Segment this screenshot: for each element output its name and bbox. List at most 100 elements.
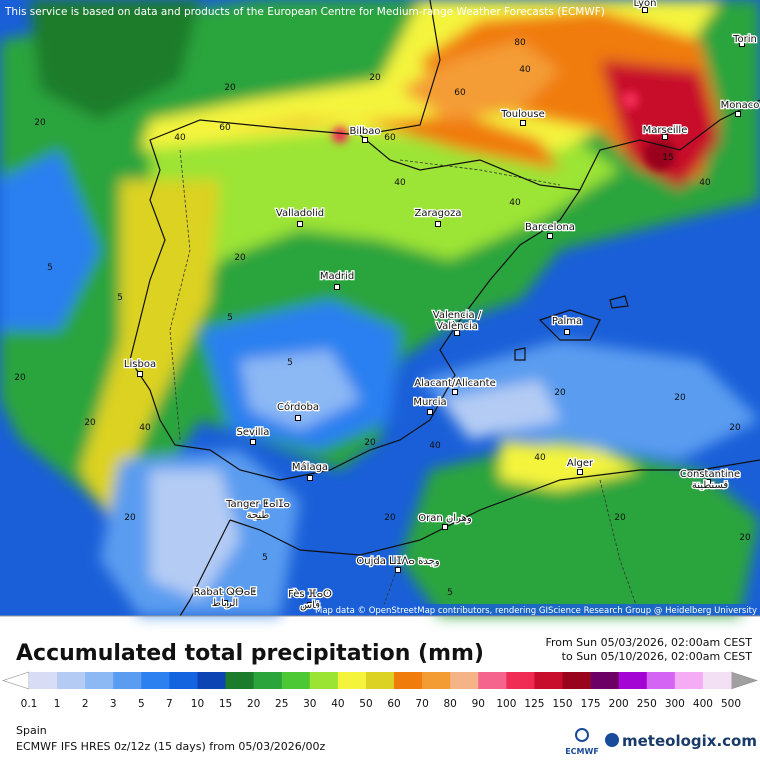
contour-label: 20 [14, 373, 26, 383]
legend-label: 10 [191, 698, 204, 710]
contour-label: 40 [139, 423, 151, 433]
ecmwf-logo-text: ECMWF [565, 747, 599, 756]
ibiza [514, 347, 526, 361]
attribution-background [336, 604, 760, 616]
city-marker [395, 567, 401, 573]
coastlines [129, 0, 760, 617]
legend-label: 90 [472, 698, 485, 710]
legend-label: 250 [637, 698, 657, 710]
legend-swatch [309, 672, 339, 689]
contour-label: 20 [34, 118, 46, 128]
legend-swatch [29, 672, 58, 689]
city-marker [577, 469, 583, 475]
city-marker [297, 221, 303, 227]
city-label: Oran وهران [418, 513, 472, 524]
legend-label: 1 [54, 698, 61, 710]
city-label: Valladolid [276, 208, 324, 219]
city-marker [547, 233, 553, 239]
city-label: Barcelona [525, 222, 575, 233]
legend-swatch [337, 672, 367, 689]
city-label: Lisboa [124, 359, 156, 370]
city-marker [362, 137, 368, 143]
city-marker [705, 479, 711, 485]
france-south-coast [579, 99, 760, 191]
city-label-alt: الرباط [212, 598, 238, 609]
legend-label: 300 [665, 698, 685, 710]
legend-label: 50 [359, 698, 372, 710]
legend-arrow-left [2, 671, 30, 690]
legend-swatch [674, 672, 704, 689]
africa-coast [229, 459, 760, 556]
city-marker [442, 524, 448, 530]
meteologix-brand[interactable]: meteologix.com [622, 732, 757, 750]
legend-swatch [618, 672, 648, 689]
city-marker [222, 600, 228, 606]
legend-swatch [197, 672, 227, 689]
city-marker [137, 371, 143, 377]
legend-swatch [478, 672, 507, 689]
legend-swatch [225, 672, 255, 689]
legend-swatch [253, 672, 283, 689]
city-label-alt: قسنطينة [692, 480, 729, 491]
legend-label: 150 [552, 698, 572, 710]
contour-label: 5 [287, 358, 293, 368]
city-labels: Lyon Torin Monaco Bilbao Toulouse Marseille Va… [123, 0, 760, 612]
contour-label: 20 [739, 533, 751, 543]
city-label: Zaragoza [414, 208, 461, 219]
legend-swatch [169, 672, 198, 689]
legend-swatch [562, 672, 592, 689]
legend-swatch [422, 672, 451, 689]
city-label-alt: València [436, 320, 478, 332]
ecmwf-notice: This service is based on data and produc… [4, 6, 605, 18]
city-marker [452, 389, 458, 395]
legend-swatch [646, 672, 676, 689]
city-marker [250, 439, 256, 445]
city-label: Tanger ⵟⴰⵏⵊⴰ [225, 499, 290, 510]
city-label: Constantine [680, 469, 740, 480]
contour-label: 40 [534, 453, 546, 463]
legend-label: 25 [275, 698, 288, 710]
city-label: Alacant/Alicante [414, 378, 495, 389]
contour-label: 20 [674, 393, 686, 403]
ecmwf-logo: ECMWF [565, 728, 599, 756]
city-marker [427, 409, 433, 415]
contour-label: 40 [174, 133, 186, 143]
contour-label: 20 [614, 513, 626, 523]
contour-label: 20 [364, 438, 376, 448]
contour-label: 20 [369, 73, 381, 83]
contour-label: 5 [117, 293, 123, 303]
map-attribution: Map data © OpenStreetMap contributors, r… [315, 606, 757, 616]
legend-swatch [113, 672, 142, 689]
contour-label: 60 [219, 123, 231, 133]
region: Spain [16, 724, 47, 737]
contour-label: 20 [124, 513, 136, 523]
city-marker [735, 111, 741, 117]
contour-label: 40 [429, 441, 441, 451]
city-marker [739, 41, 745, 47]
portugal-border [169, 149, 191, 441]
france-coast [359, 0, 441, 136]
city-label: Bilbao [349, 126, 380, 137]
legend-swatch [281, 672, 311, 689]
city-marker [255, 514, 261, 520]
city-marker [334, 284, 340, 290]
legend-swatch [141, 672, 170, 689]
city-marker [564, 329, 570, 335]
city-label: Monaco [721, 100, 760, 111]
city-label: Rabat ⵕⴱⴰⵟ [194, 587, 257, 598]
period-from: From Sun 05/03/2026, 02:00am CEST [545, 636, 752, 649]
legend-swatch [85, 672, 114, 689]
city-label: Murcia [413, 397, 446, 408]
city-label-alt: طنجة [247, 510, 270, 521]
city-label: Lyon [633, 0, 656, 9]
city-label: Palma [552, 316, 582, 327]
city-label: Córdoba [277, 401, 319, 413]
algeria-border [599, 479, 641, 617]
contour-label: 20 [224, 83, 236, 93]
meteologix-logo-icon [605, 733, 619, 747]
legend-swatch [365, 672, 395, 689]
contour-label: 60 [454, 88, 466, 98]
precipitation-field [0, 0, 760, 616]
city-marker [454, 330, 460, 336]
